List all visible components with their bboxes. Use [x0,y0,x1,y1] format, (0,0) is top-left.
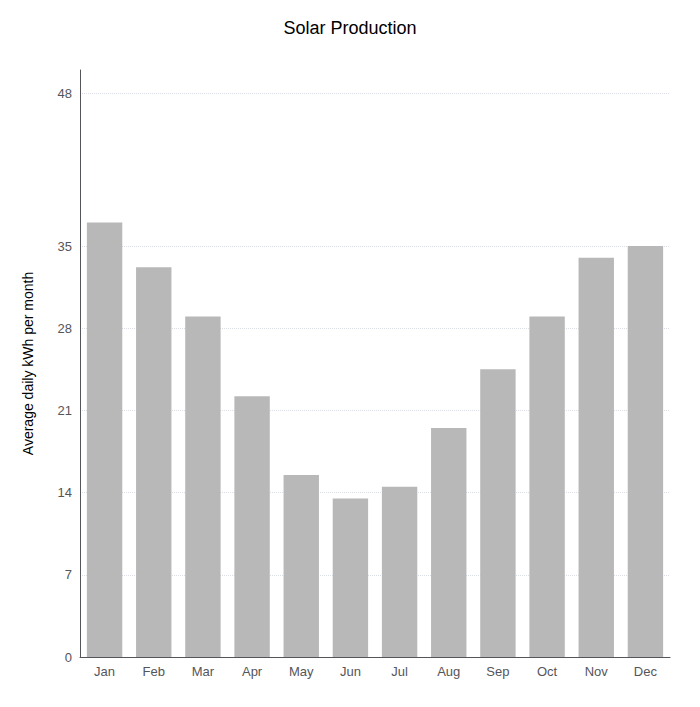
svg-text:Feb: Feb [143,664,165,679]
svg-text:35: 35 [58,239,72,254]
svg-text:28: 28 [58,321,72,336]
svg-text:48: 48 [58,86,72,101]
svg-text:May: May [289,664,314,679]
svg-text:21: 21 [58,403,72,418]
svg-text:14: 14 [58,485,72,500]
svg-text:Average daily kWh per month: Average daily kWh per month [20,272,36,455]
svg-text:Jun: Jun [340,664,361,679]
svg-text:7: 7 [65,567,72,582]
svg-text:Nov: Nov [585,664,609,679]
svg-text:Sep: Sep [486,664,509,679]
svg-text:Mar: Mar [192,664,215,679]
svg-text:Jan: Jan [94,664,115,679]
svg-text:Aug: Aug [437,664,460,679]
svg-text:Dec: Dec [634,664,658,679]
svg-text:Oct: Oct [537,664,558,679]
svg-text:Jul: Jul [391,664,408,679]
svg-text:Apr: Apr [242,664,263,679]
svg-text:0: 0 [65,650,72,665]
svg-text:Solar Production: Solar Production [283,18,416,38]
